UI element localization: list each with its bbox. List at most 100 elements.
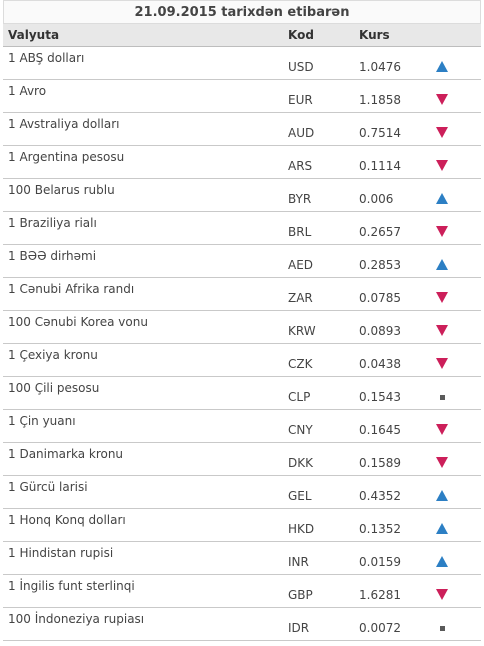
currency-name: 1 Cənubi Afrika randı — [8, 282, 135, 296]
trend-down-icon — [435, 424, 449, 436]
table-row: 1 Braziliya rialı BRL 0.2657 — [3, 212, 481, 245]
currency-code: INR — [288, 555, 309, 569]
table-row: 1 Avro EUR 1.1858 — [3, 80, 481, 113]
trend-up-icon — [435, 259, 449, 271]
trend-marker — [440, 626, 445, 631]
currency-code: AUD — [288, 126, 315, 140]
currency-code: GEL — [288, 489, 312, 503]
exchange-rate: 0.1589 — [359, 456, 401, 470]
trend-marker — [436, 556, 448, 567]
currency-rates-table: 21.09.2015 tarixdən etibarən Valyuta Kod… — [3, 0, 481, 641]
currency-code: ZAR — [288, 291, 313, 305]
currency-name: 1 Çin yuanı — [8, 414, 76, 428]
trend-down-icon — [435, 226, 449, 238]
exchange-rate: 0.1352 — [359, 522, 401, 536]
exchange-rate: 0.1645 — [359, 423, 401, 437]
currency-name: 1 Hindistan rupisi — [8, 546, 114, 560]
exchange-rate: 0.0893 — [359, 324, 401, 338]
trend-marker — [436, 160, 448, 171]
exchange-rate: 0.2853 — [359, 258, 401, 272]
currency-code: GBP — [288, 588, 313, 602]
currency-name: 1 Argentina pesosu — [8, 150, 125, 164]
trend-down-icon — [435, 457, 449, 469]
currency-code: CNY — [288, 423, 313, 437]
currency-name: 1 Danimarka kronu — [8, 447, 124, 461]
trend-marker — [436, 226, 448, 237]
exchange-rate: 0.1114 — [359, 159, 401, 173]
currency-name: 1 Gürcü larisi — [8, 480, 88, 494]
currency-name: 1 Braziliya rialı — [8, 216, 97, 230]
table-row: 100 Belarus rublu BYR 0.006 — [3, 179, 481, 212]
trend-marker — [436, 325, 448, 336]
table-row: 1 BƏƏ dirhəmi AED 0.2853 — [3, 245, 481, 278]
currency-code: AED — [288, 258, 314, 272]
trend-down-icon — [435, 160, 449, 172]
currency-code: HKD — [288, 522, 315, 536]
column-header-code: Kod — [288, 28, 314, 42]
table-row: 1 Avstraliya dolları AUD 0.7514 — [3, 113, 481, 146]
exchange-rate: 0.0159 — [359, 555, 401, 569]
trend-down-icon — [435, 358, 449, 370]
trend-down-icon — [435, 589, 449, 601]
currency-code: ARS — [288, 159, 313, 173]
currency-code: USD — [288, 60, 314, 74]
trend-up-icon — [435, 490, 449, 502]
table-row: 1 Argentina pesosu ARS 0.1114 — [3, 146, 481, 179]
currency-name: 100 Çili pesosu — [8, 381, 100, 395]
trend-marker — [436, 523, 448, 534]
trend-up-icon — [435, 193, 449, 205]
exchange-rate: 0.0072 — [359, 621, 401, 635]
trend-marker — [440, 395, 445, 400]
trend-marker — [436, 61, 448, 72]
exchange-rate: 0.006 — [359, 192, 394, 206]
currency-name: 100 Cənubi Korea vonu — [8, 315, 148, 329]
table-row: 100 İndoneziya rupiası IDR 0.0072 — [3, 608, 481, 641]
table-row: 1 Çexiya kronu CZK 0.0438 — [3, 344, 481, 377]
currency-code: CZK — [288, 357, 313, 371]
currency-name: 1 Çexiya kronu — [8, 348, 98, 362]
trend-marker — [436, 589, 448, 600]
exchange-rate: 1.6281 — [359, 588, 401, 602]
currency-name: 1 Avstraliya dolları — [8, 117, 120, 131]
table-row: 100 Çili pesosu CLP 0.1543 — [3, 377, 481, 410]
column-header-currency: Valyuta — [8, 28, 60, 42]
trend-down-icon — [435, 292, 449, 304]
trend-marker — [436, 292, 448, 303]
table-row: 100 Cənubi Korea vonu KRW 0.0893 — [3, 311, 481, 344]
currency-name: 1 BƏƏ dirhəmi — [8, 249, 97, 263]
table-row: 1 Honq Konq dolları HKD 0.1352 — [3, 509, 481, 542]
table-row: 1 Cənubi Afrika randı ZAR 0.0785 — [3, 278, 481, 311]
table-header: Valyuta Kod Kurs — [3, 24, 481, 47]
trend-flat-icon — [435, 622, 449, 634]
exchange-rate: 0.0785 — [359, 291, 401, 305]
trend-marker — [436, 457, 448, 468]
trend-flat-icon — [435, 391, 449, 403]
currency-code: IDR — [288, 621, 310, 635]
exchange-rate: 0.4352 — [359, 489, 401, 503]
trend-marker — [436, 94, 448, 105]
currency-code: CLP — [288, 390, 311, 404]
exchange-rate: 1.0476 — [359, 60, 401, 74]
trend-down-icon — [435, 127, 449, 139]
table-row: 1 Hindistan rupisi INR 0.0159 — [3, 542, 481, 575]
trend-up-icon — [435, 61, 449, 73]
currency-name: 100 Belarus rublu — [8, 183, 115, 197]
currency-code: DKK — [288, 456, 313, 470]
currency-name: 1 Honq Konq dolları — [8, 513, 126, 527]
table-row: 1 Çin yuanı CNY 0.1645 — [3, 410, 481, 443]
trend-marker — [436, 490, 448, 501]
exchange-rate: 0.7514 — [359, 126, 401, 140]
trend-down-icon — [435, 325, 449, 337]
trend-marker — [436, 358, 448, 369]
table-title: 21.09.2015 tarixdən etibarən — [3, 0, 481, 24]
table-row: 1 Danimarka kronu DKK 0.1589 — [3, 443, 481, 476]
currency-name: 1 ABŞ dolları — [8, 51, 85, 65]
trend-marker — [436, 424, 448, 435]
trend-marker — [436, 127, 448, 138]
currency-name: 1 İngilis funt sterlinqi — [8, 579, 135, 593]
currency-name: 1 Avro — [8, 84, 47, 98]
currency-code: KRW — [288, 324, 316, 338]
trend-down-icon — [435, 94, 449, 106]
exchange-rate: 0.2657 — [359, 225, 401, 239]
currency-code: BYR — [288, 192, 312, 206]
